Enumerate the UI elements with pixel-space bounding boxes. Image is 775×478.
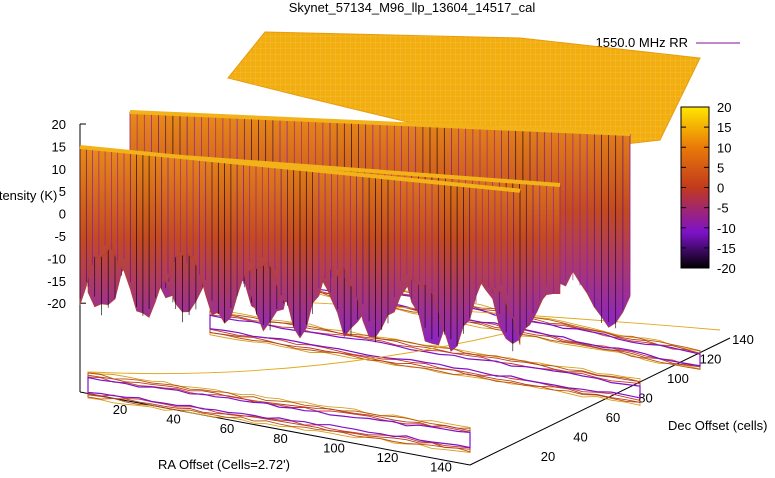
y-tick-label: 60: [606, 410, 620, 425]
z-tick-label: 20: [52, 117, 66, 132]
z-axis-ticks: 20 15 10 5 0 -5 -10 -15 -20: [47, 117, 86, 311]
contour-line: [89, 329, 521, 375]
colorbar-tick-label: 0: [717, 181, 724, 196]
y-tick-label: 40: [573, 430, 587, 445]
x-axis-label: RA Offset (Cells=2.72'): [158, 457, 290, 472]
x-tick-label: 100: [323, 440, 345, 455]
colorbar-tick-label: -10: [717, 221, 736, 236]
x-tick-label: 140: [430, 460, 452, 475]
surface-ridge-crest: [79, 145, 521, 193]
contour-line: [87, 376, 471, 449]
x-tick-label: 80: [273, 431, 287, 446]
colorbar-tick-label: -20: [717, 261, 736, 276]
z-tick-label: 10: [52, 162, 66, 177]
colorbar-tick-label: 5: [717, 160, 724, 175]
contour-line: [87, 374, 471, 450]
z-tick-label: -10: [47, 251, 66, 266]
contour-line: [87, 372, 471, 453]
z-tick-label: -5: [54, 229, 66, 244]
z-tick-label: -20: [47, 296, 66, 311]
colorbar-tick-label: 10: [717, 140, 731, 155]
z-tick-label: 5: [59, 184, 66, 199]
contour-line: [209, 314, 641, 401]
y-tick-label: 100: [667, 371, 689, 386]
chart-title: Skynet_57134_M96_llp_13604_14517_cal: [289, 0, 536, 15]
surface-mesh: [79, 31, 701, 352]
y-axis-line: [469, 337, 731, 466]
surface-plateau-mesh: [228, 32, 700, 154]
colorbar-ticks: 20 15 10 5 0 -5 -10 -15 -20: [681, 100, 736, 276]
contour-line: [249, 299, 721, 331]
x-tick-label: 40: [166, 412, 180, 427]
contour-line: [209, 310, 641, 403]
x-axis-line: [79, 391, 471, 466]
legend-label: 1550.0 MHz RR: [596, 35, 688, 50]
surface-ridge-crest: [129, 110, 631, 137]
colorbar-tick-label: -15: [717, 241, 736, 256]
z-tick-label: 15: [52, 139, 66, 154]
x-tick-label: 60: [220, 421, 234, 436]
colorbar-tick-label: 20: [717, 100, 731, 115]
colorbar: 20 15 10 5 0 -5 -10 -15 -20: [680, 100, 736, 276]
y-tick-label: 120: [700, 352, 722, 367]
contour-line: [209, 314, 641, 399]
z-tick-label: -15: [47, 274, 66, 289]
y-axis-ticks: 20 40 60 80 100 120 140: [541, 332, 754, 464]
x-axis-ticks: 20 40 60 80 100 120 140: [113, 402, 452, 475]
y-tick-label: 140: [732, 332, 754, 347]
z-tick-label: 0: [59, 207, 66, 222]
contour-line: [209, 308, 641, 406]
colorbar-tick-label: -5: [717, 201, 729, 216]
x-tick-label: 20: [113, 402, 127, 417]
y-axis-label: Dec Offset (cells): [668, 418, 767, 433]
contour-line: [87, 371, 471, 454]
z-axis-label: Intensity (K): [0, 188, 57, 203]
y-tick-label: 80: [638, 391, 652, 406]
y-tick-label: 20: [541, 449, 555, 464]
x-tick-label: 120: [377, 450, 399, 465]
legend: 1550.0 MHz RR: [596, 35, 740, 50]
colorbar-tick-label: 15: [717, 120, 731, 135]
